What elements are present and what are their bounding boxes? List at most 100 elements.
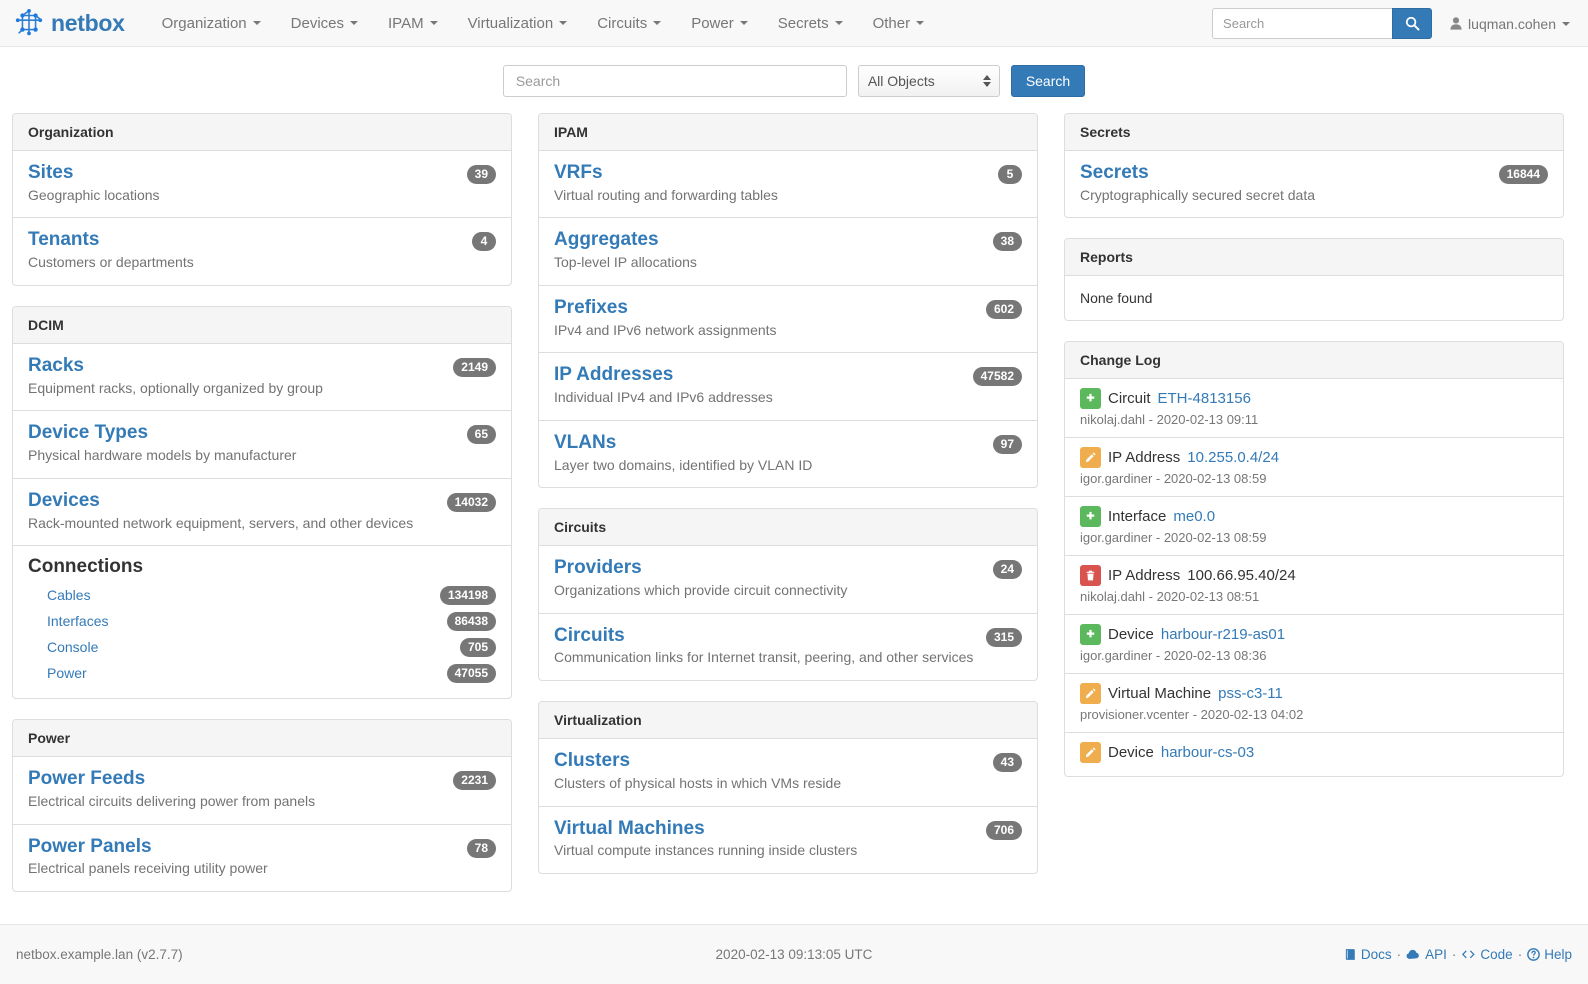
desc-power-feeds: Electrical circuits delivering power fro…	[28, 793, 316, 810]
footer-link-help[interactable]: Help	[1527, 947, 1572, 962]
link-sites[interactable]: Sites	[28, 162, 74, 183]
link-vlans[interactable]: VLANs	[554, 431, 617, 453]
link-cables[interactable]: Cables	[47, 587, 91, 604]
panel-dcim-title: DCIM	[13, 306, 511, 344]
list-item-clusters[interactable]: Clusters Clusters of physical hosts in w…	[539, 739, 1037, 807]
user-menu[interactable]: luqman.cohen	[1446, 16, 1574, 32]
chevron-down-icon	[653, 21, 662, 25]
link-power-feeds[interactable]: Power Feeds	[28, 768, 146, 790]
list-item-vlans[interactable]: VLANs Layer two domains, identified by V…	[539, 421, 1037, 487]
changelog-object-link[interactable]: pss-c3-11	[1218, 684, 1283, 702]
list-item-vrfs[interactable]: VRFs Virtual routing and forwarding tabl…	[539, 151, 1037, 219]
list-item-virtual-machines[interactable]: Virtual Machines Virtual compute instanc…	[539, 807, 1037, 873]
list-item-providers[interactable]: Providers Organizations which provide ci…	[539, 546, 1037, 614]
changelog-object-link[interactable]: harbour-cs-03	[1160, 743, 1255, 761]
list-item-ip-addresses[interactable]: IP Addresses Individual IPv4 and IPv6 ad…	[539, 353, 1037, 421]
nav-item-organization[interactable]: Organization	[147, 0, 276, 47]
nav-item-circuits[interactable]: Circuits	[582, 0, 676, 47]
list-item-sites[interactable]: Sites Geographic locations 39	[13, 151, 511, 219]
create-icon	[1080, 624, 1101, 646]
footer-timestamp: 2020-02-13 09:13:05 UTC	[715, 947, 873, 962]
chevron-down-icon	[834, 21, 843, 25]
changelog-object-link[interactable]: ETH-4813156	[1157, 389, 1251, 407]
nav-item-secrets-label: Secrets	[777, 14, 829, 32]
link-vrfs[interactable]: VRFs	[554, 162, 603, 183]
footer-link-api[interactable]: API	[1406, 947, 1447, 962]
changelog-object-link[interactable]: harbour-r219-as01	[1160, 625, 1286, 643]
nav-item-secrets[interactable]: Secrets	[763, 0, 858, 47]
link-device-types[interactable]: Device Types	[28, 422, 149, 444]
link-clusters[interactable]: Clusters	[554, 750, 631, 772]
list-item-devices[interactable]: Devices Rack-mounted network equipment, …	[13, 479, 511, 547]
search-input[interactable]	[502, 65, 847, 97]
nav-item-power[interactable]: Power	[676, 0, 763, 47]
link-tenants[interactable]: Tenants	[28, 229, 100, 251]
list-item-prefixes[interactable]: Prefixes IPv4 and IPv6 network assignmen…	[539, 286, 1037, 354]
nav-item-ipam[interactable]: IPAM	[373, 0, 453, 47]
nav-item-other[interactable]: Other	[858, 0, 940, 47]
status-badge: 16844	[1498, 165, 1548, 184]
status-badge: 24	[992, 560, 1022, 580]
list-item-cables[interactable]: Cables 134198	[28, 582, 496, 608]
changelog-entry: IP Address 100.66.95.40/24 nikolaj.dahl …	[1065, 556, 1563, 616]
link-devices[interactable]: Devices	[28, 489, 100, 511]
list-item-aggregates[interactable]: Aggregates Top-level IP allocations 38	[539, 218, 1037, 286]
desc-racks: Equipment racks, optionally organized by…	[28, 379, 323, 396]
column-right: Secrets Secrets Cryptographically secure…	[1064, 113, 1564, 797]
netbox-brand-label: netbox	[51, 9, 125, 36]
link-circuits[interactable]: Circuits	[554, 624, 625, 646]
list-item-power-connections[interactable]: Power 47055	[28, 660, 496, 686]
footer-link-docs[interactable]: Docs	[1344, 947, 1392, 962]
search-scope-select[interactable]: All Objects	[857, 65, 1000, 97]
link-aggregates[interactable]: Aggregates	[554, 229, 659, 251]
link-providers[interactable]: Providers	[554, 557, 642, 579]
link-prefixes[interactable]: Prefixes	[554, 296, 628, 318]
search-button[interactable]: Search	[1010, 65, 1086, 97]
nav-item-devices[interactable]: Devices	[276, 0, 373, 47]
panel-organization: Organization Sites Geographic locations …	[12, 113, 512, 286]
footer-link-code[interactable]: Code	[1461, 947, 1513, 962]
update-icon	[1080, 742, 1101, 764]
list-item-power-feeds[interactable]: Power Feeds Electrical circuits deliveri…	[13, 757, 511, 825]
desc-power-panels: Electrical panels receiving utility powe…	[28, 860, 268, 877]
status-badge: 134198	[439, 586, 496, 606]
link-power-panels[interactable]: Power Panels	[28, 835, 152, 857]
footer-host: netbox.example.lan (v2.7.7)	[16, 947, 183, 962]
link-ip-addresses[interactable]: IP Addresses	[554, 364, 674, 386]
nav-item-other-label: Other	[872, 14, 911, 32]
link-interfaces[interactable]: Interfaces	[47, 613, 109, 630]
link-console[interactable]: Console	[47, 639, 99, 656]
link-racks[interactable]: Racks	[28, 354, 84, 376]
list-item-device-types[interactable]: Device Types Physical hardware models by…	[13, 411, 511, 479]
changelog-object-link[interactable]: me0.0	[1173, 507, 1216, 525]
column-middle: IPAM VRFs Virtual routing and forwarding…	[538, 113, 1038, 894]
netbox-brand[interactable]: netbox	[14, 8, 125, 38]
changelog-entry: Device harbour-r219-as01 igor.gardiner -…	[1065, 615, 1563, 675]
list-item-interfaces[interactable]: Interfaces 86438	[28, 608, 496, 634]
link-power-connections[interactable]: Power	[47, 665, 87, 682]
column-left: Organization Sites Geographic locations …	[12, 113, 512, 912]
list-item-power-panels[interactable]: Power Panels Electrical panels receiving…	[13, 825, 511, 891]
list-item-circuits[interactable]: Circuits Communication links for Interne…	[539, 614, 1037, 680]
status-badge: 5	[998, 165, 1022, 184]
navbar-search-button[interactable]	[1392, 8, 1433, 39]
navbar-search-input[interactable]	[1212, 8, 1393, 39]
list-item-tenants[interactable]: Tenants Customers or departments 4	[13, 218, 511, 284]
desc-devices: Rack-mounted network equipment, servers,…	[28, 514, 414, 531]
list-item-racks[interactable]: Racks Equipment racks, optionally organi…	[13, 344, 511, 412]
changelog-object-link[interactable]: 10.255.0.4/24	[1187, 448, 1280, 466]
link-virtual-machines[interactable]: Virtual Machines	[554, 817, 705, 839]
footer-separator: ·	[1396, 947, 1402, 962]
changelog-object-type: IP Address	[1108, 566, 1181, 584]
panel-virtualization: Virtualization Clusters Clusters of phys…	[538, 701, 1038, 874]
desc-circuits: Communication links for Internet transit…	[554, 649, 974, 666]
list-item-secrets[interactable]: Secrets Cryptographically secured secret…	[1065, 151, 1563, 217]
changelog-object-type: Circuit	[1108, 389, 1151, 407]
list-item-console[interactable]: Console 705	[28, 634, 496, 660]
link-secrets[interactable]: Secrets	[1080, 162, 1149, 183]
footer-link-docs-label: Docs	[1360, 947, 1392, 962]
status-badge: 86438	[446, 612, 496, 632]
nav-item-virtualization[interactable]: Virtualization	[453, 0, 583, 47]
desc-prefixes: IPv4 and IPv6 network assignments	[554, 321, 777, 338]
desc-device-types: Physical hardware models by manufacturer	[28, 447, 297, 464]
